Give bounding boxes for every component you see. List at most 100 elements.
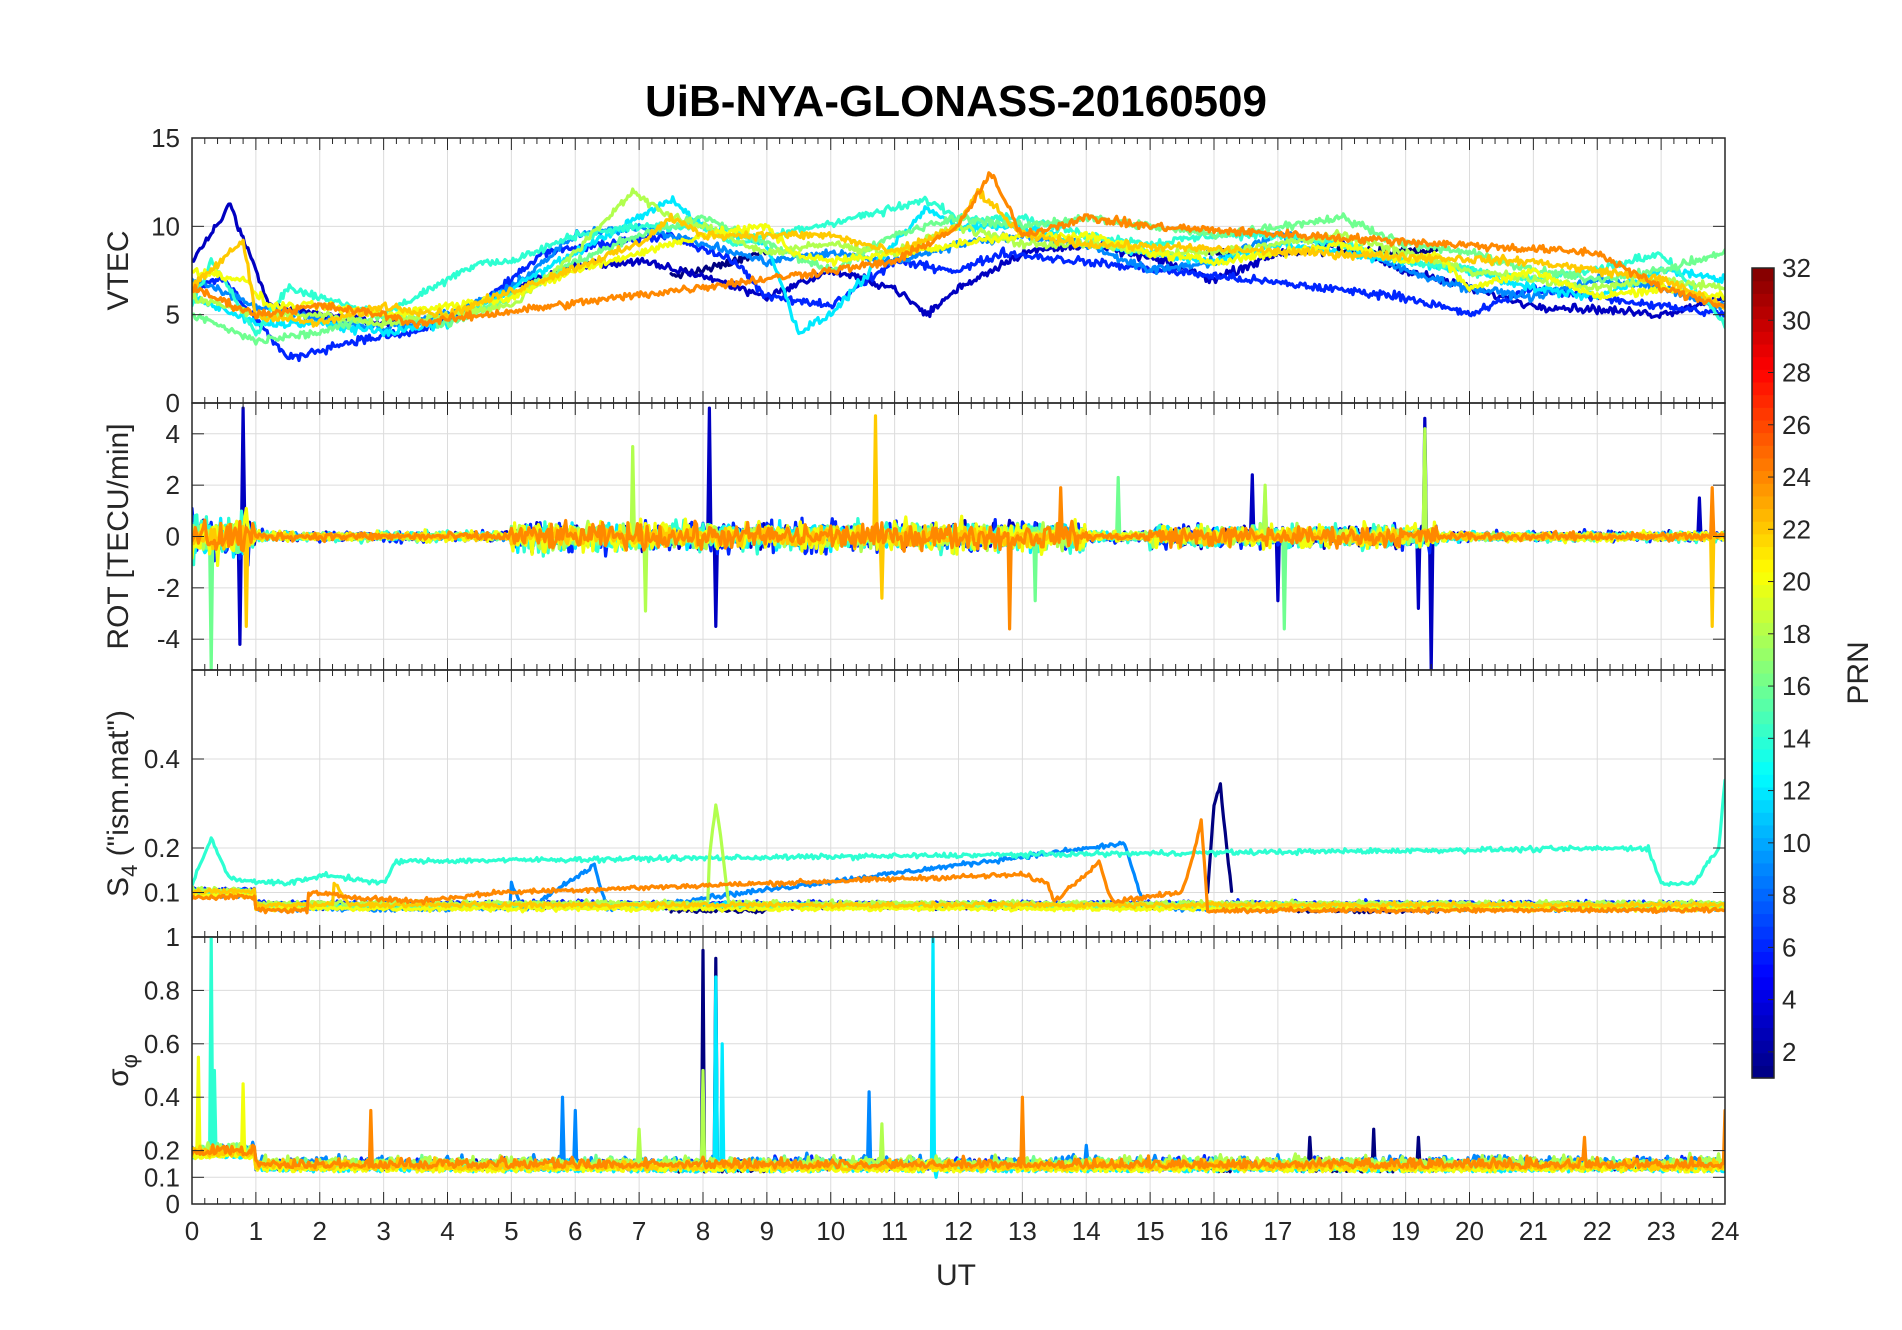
x-tick-label: 18 — [1327, 1216, 1356, 1246]
colorbar-segment — [1752, 786, 1774, 801]
y-tick-label: 4 — [166, 419, 180, 449]
x-tick-label: 10 — [816, 1216, 845, 1246]
colorbar-segment — [1752, 875, 1774, 889]
colorbar-tick-label: 14 — [1782, 723, 1811, 753]
colorbar-segment — [1752, 723, 1774, 737]
y-tick-label: 10 — [151, 211, 180, 241]
y-tick-label: 5 — [166, 300, 180, 330]
y-tick-label: 0.2 — [144, 833, 180, 863]
colorbar-segment — [1752, 305, 1774, 320]
y-label-rest: ("ism.mat") — [102, 710, 135, 865]
colorbar-segment — [1752, 521, 1774, 535]
colorbar-segment — [1752, 609, 1774, 623]
y-tick-label: 0.2 — [144, 1136, 180, 1166]
colorbar-segment — [1752, 445, 1774, 459]
x-tick-label: 17 — [1263, 1216, 1292, 1246]
x-axis-label: UT — [936, 1259, 976, 1292]
colorbar-segment — [1752, 495, 1774, 510]
trace-prn-20 — [192, 222, 1725, 318]
x-tick-label: 2 — [313, 1216, 327, 1246]
rot-traces — [192, 406, 1725, 670]
y-label-main: σ — [102, 1068, 135, 1087]
colorbar-segment — [1752, 356, 1774, 370]
colorbar-segment — [1752, 888, 1774, 902]
colorbar-segment — [1752, 698, 1774, 712]
colorbar-segment — [1752, 913, 1774, 927]
colorbar-tick-label: 16 — [1782, 671, 1811, 701]
colorbar-segment — [1752, 1014, 1774, 1028]
s4-traces — [192, 778, 1725, 915]
x-tick-label: 4 — [440, 1216, 454, 1246]
panel-s4: 0.10.20.4S4 ("ism.mat") — [102, 669, 1726, 938]
colorbar-segment — [1752, 951, 1774, 965]
colorbar-segment — [1752, 546, 1774, 560]
trace-prn-1 — [669, 948, 1440, 1174]
trace-prn-24 — [192, 486, 1725, 631]
trace-prn-14 — [192, 778, 1725, 888]
colorbar-segment — [1752, 331, 1774, 345]
colorbar-segment — [1752, 470, 1774, 484]
colorbar-segment — [1752, 812, 1774, 826]
trace-prn-20 — [192, 891, 1725, 914]
trace-prn-24 — [192, 818, 1725, 915]
colorbar-segment — [1752, 774, 1774, 788]
x-tick-label: 16 — [1200, 1216, 1229, 1246]
trace-prn-20 — [192, 506, 1725, 567]
colorbar-segment — [1752, 938, 1774, 953]
colorbar-segment — [1752, 584, 1774, 598]
colorbar-segment — [1752, 280, 1774, 294]
colorbar-segment — [1752, 850, 1774, 864]
colorbar-segment — [1752, 318, 1774, 332]
y-axis-label-rot: ROT [TECU/min] — [102, 423, 135, 649]
y-label-sub: 4 — [117, 865, 142, 877]
colorbar-segment — [1752, 660, 1774, 674]
y-tick-label: -4 — [157, 624, 180, 654]
colorbar-segment — [1752, 571, 1774, 586]
y-tick-label: 0 — [166, 522, 180, 552]
y-tick-label: 0.1 — [144, 878, 180, 908]
trace-prn-24 — [192, 171, 1725, 330]
x-tick-label: 15 — [1136, 1216, 1165, 1246]
colorbar-tick-label: 28 — [1782, 358, 1811, 388]
x-tick-label: 1 — [249, 1216, 263, 1246]
colorbar-frame — [1751, 267, 1775, 1079]
colorbar-tick-label: 18 — [1782, 619, 1811, 649]
x-tick-label: 5 — [504, 1216, 518, 1246]
colorbar-tick-label: 2 — [1782, 1037, 1796, 1067]
colorbar-segment — [1752, 432, 1774, 446]
colorbar-segment — [1752, 343, 1774, 358]
colorbar-segment — [1752, 926, 1774, 940]
colorbar-segment — [1752, 508, 1774, 522]
y-label-sub: φ — [117, 1054, 142, 1068]
colorbar-tick-label: 6 — [1782, 932, 1796, 962]
trace-prn-24 — [192, 1095, 1725, 1170]
colorbar-segment — [1752, 1040, 1774, 1054]
colorbar-segment — [1752, 748, 1774, 763]
colorbar-tick-label: 8 — [1782, 880, 1796, 910]
colorbar-segment — [1752, 559, 1774, 573]
x-tick-label: 24 — [1711, 1216, 1740, 1246]
panel-vtec: 0 5 10 15 VTEC — [102, 123, 1726, 418]
colorbar-segment — [1752, 900, 1774, 915]
x-tick-label: 23 — [1647, 1216, 1676, 1246]
colorbar-segment — [1752, 964, 1774, 978]
colorbar-tick-label: 30 — [1782, 305, 1811, 335]
colorbar-segment — [1752, 622, 1774, 636]
colorbar-tick-label: 10 — [1782, 828, 1811, 858]
trace-prn-22 — [192, 881, 1725, 910]
x-tick-label: 20 — [1455, 1216, 1484, 1246]
colorbar-segment — [1752, 710, 1774, 725]
x-tick-label: 19 — [1391, 1216, 1420, 1246]
y-tick-label: 0.4 — [144, 744, 180, 774]
colorbar-tick-label: 4 — [1782, 985, 1796, 1015]
colorbar-segment — [1752, 761, 1774, 775]
y-tick-label: -2 — [157, 573, 180, 603]
x-tick-label: 14 — [1072, 1216, 1101, 1246]
y-axis-label-sigma: σφ — [102, 1054, 142, 1087]
colorbar-tick-label: 24 — [1782, 462, 1811, 492]
colorbar-segment — [1752, 1065, 1774, 1079]
x-tick-label: 7 — [632, 1216, 646, 1246]
